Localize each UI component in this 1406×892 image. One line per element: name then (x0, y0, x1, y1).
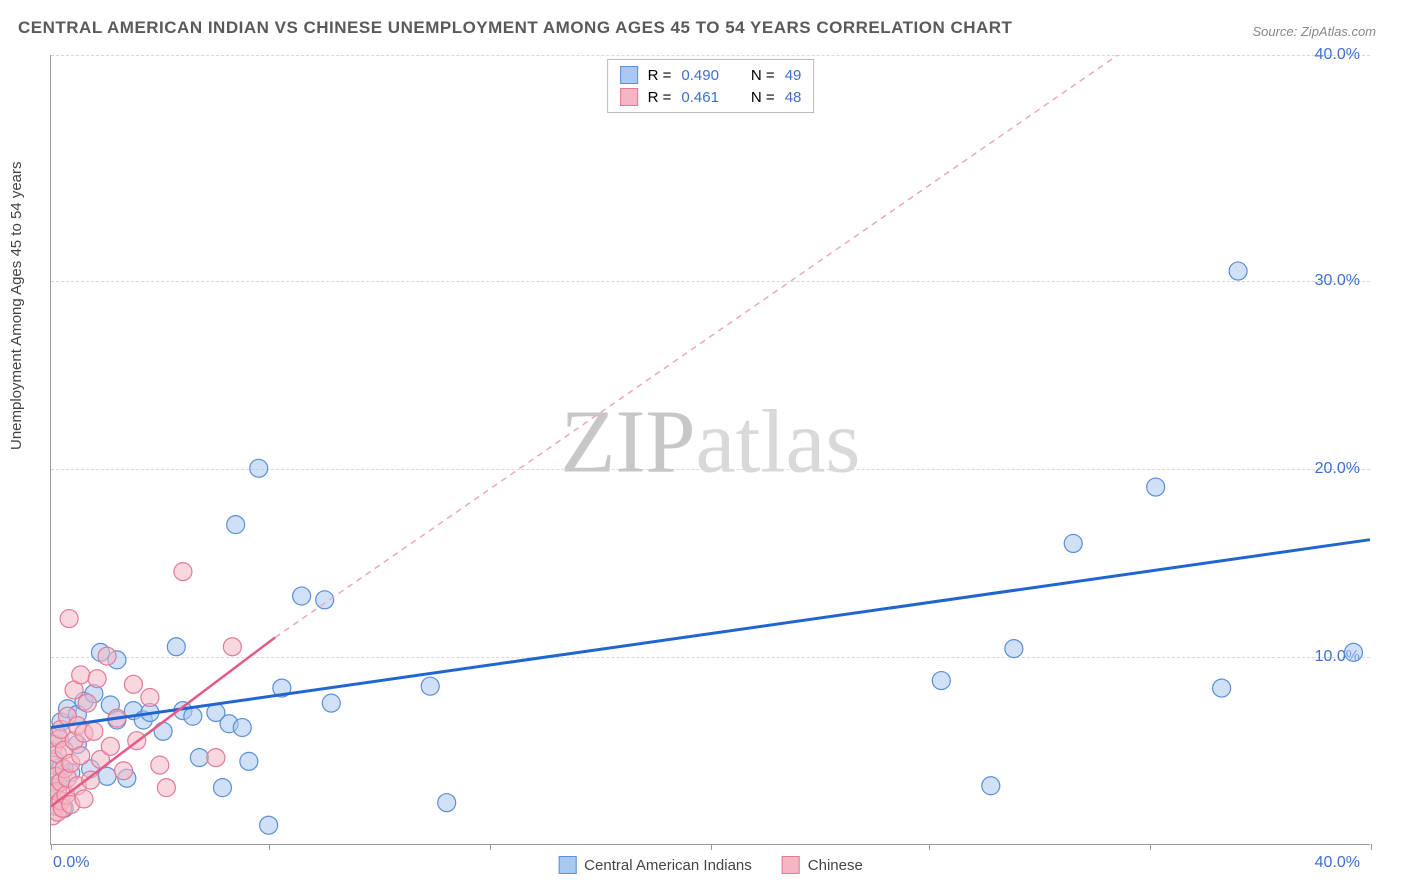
n-label: N = (751, 67, 775, 84)
legend-label: Chinese (808, 857, 863, 874)
data-point (154, 722, 172, 740)
x-tick (490, 844, 491, 850)
y-axis-label: Unemployment Among Ages 45 to 54 years (8, 161, 25, 450)
legend-swatch-pink (620, 88, 638, 106)
n-value: 49 (785, 67, 802, 84)
data-point (124, 675, 142, 693)
legend-label: Central American Indians (584, 857, 752, 874)
data-point (213, 779, 231, 797)
data-point (72, 747, 90, 765)
data-point (174, 563, 192, 581)
data-point (151, 756, 169, 774)
data-point (421, 677, 439, 695)
data-point (322, 694, 340, 712)
data-point (1229, 262, 1247, 280)
data-point (141, 688, 159, 706)
n-label: N = (751, 89, 775, 106)
trend-line-extension (275, 55, 1172, 637)
data-point (115, 762, 133, 780)
n-value: 48 (785, 89, 802, 106)
data-point (1345, 643, 1363, 661)
legend-item: Central American Indians (558, 856, 752, 874)
trend-line (51, 540, 1370, 728)
legend-row: R = 0.490 N = 49 (620, 64, 802, 86)
data-point (293, 587, 311, 605)
x-tick-label-max: 40.0% (1315, 854, 1360, 872)
r-label: R = (648, 67, 672, 84)
x-tick (1371, 844, 1372, 850)
r-label: R = (648, 89, 672, 106)
data-point (88, 670, 106, 688)
x-tick-label-min: 0.0% (53, 854, 89, 872)
x-tick (929, 844, 930, 850)
data-point (60, 610, 78, 628)
data-point (98, 647, 116, 665)
r-value: 0.461 (681, 89, 719, 106)
x-tick (269, 844, 270, 850)
data-point (101, 737, 119, 755)
data-point (207, 749, 225, 767)
data-point (78, 694, 96, 712)
data-point (240, 752, 258, 770)
legend-item: Chinese (782, 856, 863, 874)
chart-svg (51, 55, 1370, 844)
legend-swatch-pink (782, 856, 800, 874)
data-point (1213, 679, 1231, 697)
x-tick (711, 844, 712, 850)
chart-title: CENTRAL AMERICAN INDIAN VS CHINESE UNEMP… (18, 18, 1012, 38)
data-point (157, 779, 175, 797)
r-value: 0.490 (681, 67, 719, 84)
data-point (227, 516, 245, 534)
data-point (72, 666, 90, 684)
data-point (167, 638, 185, 656)
plot-area: ZIPatlas 10.0%20.0%30.0%40.0% R = 0.490 … (50, 55, 1370, 845)
data-point (85, 722, 103, 740)
data-point (1147, 478, 1165, 496)
source-attribution: Source: ZipAtlas.com (1252, 24, 1376, 39)
data-point (982, 777, 1000, 795)
data-point (223, 638, 241, 656)
data-point (1005, 640, 1023, 658)
data-point (438, 794, 456, 812)
data-point (316, 591, 334, 609)
x-tick (51, 844, 52, 850)
data-point (75, 790, 93, 808)
legend-swatch-blue (620, 66, 638, 84)
legend-swatch-blue (558, 856, 576, 874)
data-point (932, 672, 950, 690)
data-point (260, 816, 278, 834)
legend-row: R = 0.461 N = 48 (620, 86, 802, 108)
data-point (184, 707, 202, 725)
data-point (233, 719, 251, 737)
data-point (250, 459, 268, 477)
correlation-legend: R = 0.490 N = 49 R = 0.461 N = 48 (607, 59, 815, 113)
series-legend: Central American Indians Chinese (558, 856, 863, 874)
data-point (190, 749, 208, 767)
data-point (1064, 534, 1082, 552)
x-tick (1150, 844, 1151, 850)
